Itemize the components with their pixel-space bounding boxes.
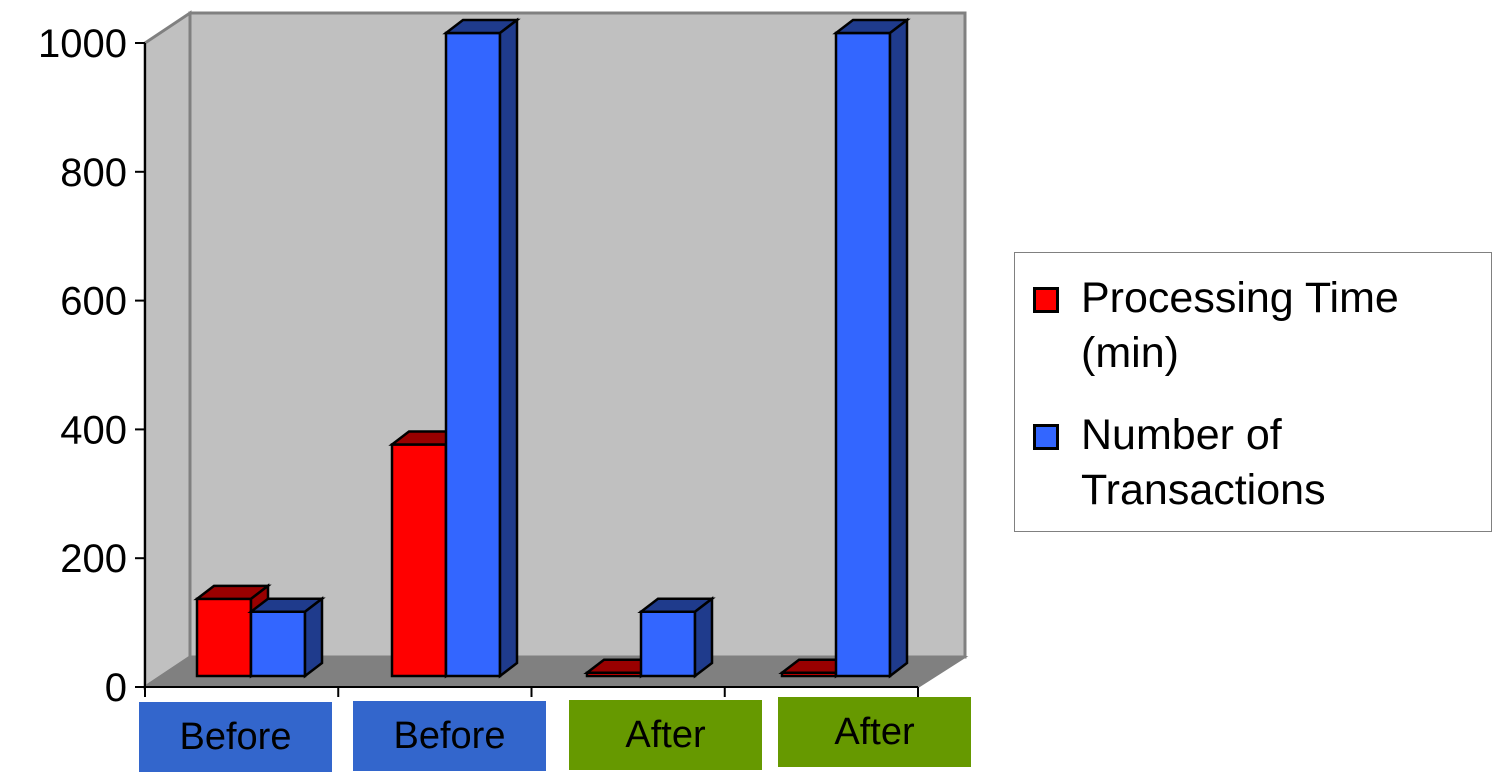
- bar-front: [195, 597, 253, 678]
- y-tick-label: 1000: [38, 22, 127, 66]
- bar: [247, 596, 326, 679]
- category-label: Before: [139, 702, 332, 772]
- bar-side: [693, 596, 714, 679]
- legend-item-number-of-transactions: Number of Transactions: [1033, 408, 1481, 518]
- bar-side: [303, 596, 324, 679]
- bar: [442, 17, 521, 679]
- y-axis: 0 200 400 600 800 1000: [38, 22, 919, 710]
- y-tick-label: 0: [105, 666, 127, 710]
- category-label: Before: [353, 701, 546, 771]
- bar-front: [444, 31, 502, 678]
- y-tick-label: 800: [60, 151, 127, 195]
- category-label: After: [569, 700, 762, 770]
- legend-swatch-processing-time: [1033, 287, 1059, 313]
- bar: [637, 596, 716, 679]
- side-wall: [143, 10, 192, 690]
- bar-front: [390, 443, 448, 678]
- legend-item-processing-time: Processing Time (min): [1033, 271, 1481, 381]
- bar-front: [834, 31, 892, 678]
- legend-swatch-number-of-transactions: [1033, 424, 1059, 450]
- y-tick-label: 600: [60, 280, 127, 324]
- y-tick-label: 200: [60, 537, 127, 581]
- legend: Processing Time (min) Number of Transact…: [1014, 252, 1492, 532]
- bar: [832, 17, 911, 679]
- bar-front: [249, 610, 307, 678]
- bar-front: [639, 610, 697, 678]
- bar-side: [888, 17, 909, 679]
- bar-side: [498, 17, 519, 679]
- bar-series: [193, 17, 911, 679]
- legend-label-processing-time: Processing Time (min): [1081, 274, 1399, 377]
- y-tick-label: 400: [60, 408, 127, 452]
- category-label: After: [778, 697, 971, 767]
- chart-walls: [141, 10, 969, 690]
- legend-label-number-of-transactions: Number of Transactions: [1081, 411, 1326, 514]
